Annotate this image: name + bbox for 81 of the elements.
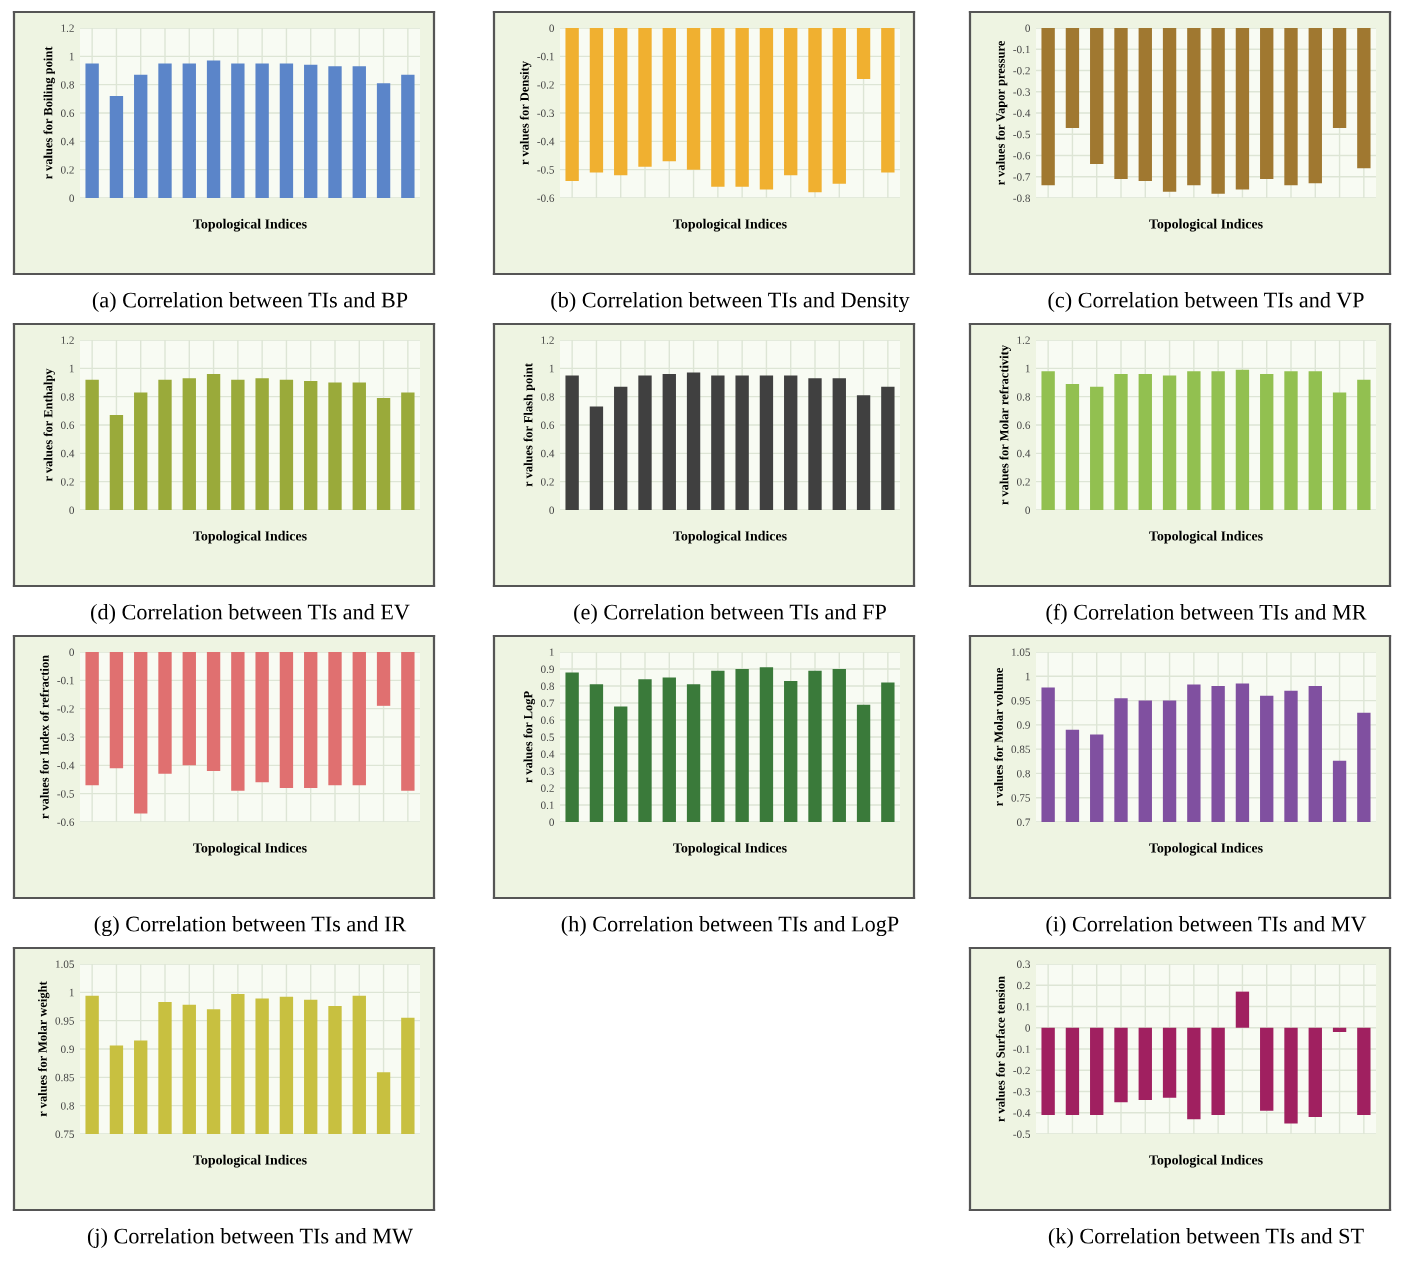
text: (j) Correlation between TIs and MW [87,1227,413,1249]
bar [109,415,124,510]
bar [401,392,415,510]
bar [328,66,342,198]
bar [328,382,342,510]
bar [686,372,701,510]
bar [832,669,846,822]
bar [182,63,196,198]
text: (d) Correlation between TIs and EV [91,603,410,625]
text: (f) Correlation between TIs and MR [1046,603,1367,625]
bar [565,672,579,822]
bar [255,378,269,510]
bar [1065,383,1080,510]
bar [1138,374,1152,510]
bar [1211,371,1225,510]
bar [565,375,579,510]
bar [784,680,798,822]
bar [231,379,245,510]
bar [376,83,391,198]
bar [352,382,366,510]
bar [662,374,676,510]
bar [589,406,604,510]
text: (a) Correlation between TIs and BP [92,291,408,313]
text: (b) Correlation between TIs and Density [551,291,910,313]
bar [134,74,148,198]
bar [589,684,604,822]
bar [735,375,749,510]
bar [279,63,294,198]
bar [832,378,846,510]
bar [231,63,245,198]
bar [158,379,172,510]
bar [881,386,895,510]
bar [85,379,99,510]
bar [1114,374,1128,510]
bar [1187,371,1201,510]
bar [711,670,725,822]
bar [686,684,701,822]
bar [808,378,822,510]
bar [662,677,676,822]
bar [109,96,124,198]
bar [1260,374,1274,510]
bar [784,375,798,510]
bar [376,398,391,510]
bar [614,706,628,822]
bar [304,381,318,510]
bar [856,704,871,822]
bar [881,682,895,822]
bar [614,386,628,510]
bar [1284,371,1298,510]
bar [352,66,366,198]
bar [182,378,196,510]
bar [255,63,269,198]
text: (e) Correlation between TIs and FP [574,603,886,625]
bar [735,669,749,822]
bar [1308,371,1322,510]
bar [856,395,871,510]
text: (h) Correlation between TIs and LogP [561,915,899,937]
bar [638,679,652,822]
bar [134,392,148,510]
bar [206,60,221,198]
bar [401,74,415,198]
bar [85,63,99,198]
bar [808,670,822,822]
bar [1332,392,1347,510]
bar [279,379,294,510]
bar [1090,386,1104,510]
bar [759,375,774,510]
bar [1041,371,1055,510]
bar [1235,369,1250,510]
bar [1162,375,1177,510]
text: (g) Correlation between TIs and IR [94,915,407,937]
bar [158,63,172,198]
bar [304,64,318,198]
bar [711,375,725,510]
bar [206,374,221,510]
bar [1357,379,1371,510]
text: (i) Correlation between TIs and MV [1046,915,1367,937]
text: (k) Correlation between TIs and ST [1048,1227,1364,1249]
bar [759,667,774,822]
bar [638,375,652,510]
text: (c) Correlation between TIs and VP [1048,291,1364,313]
